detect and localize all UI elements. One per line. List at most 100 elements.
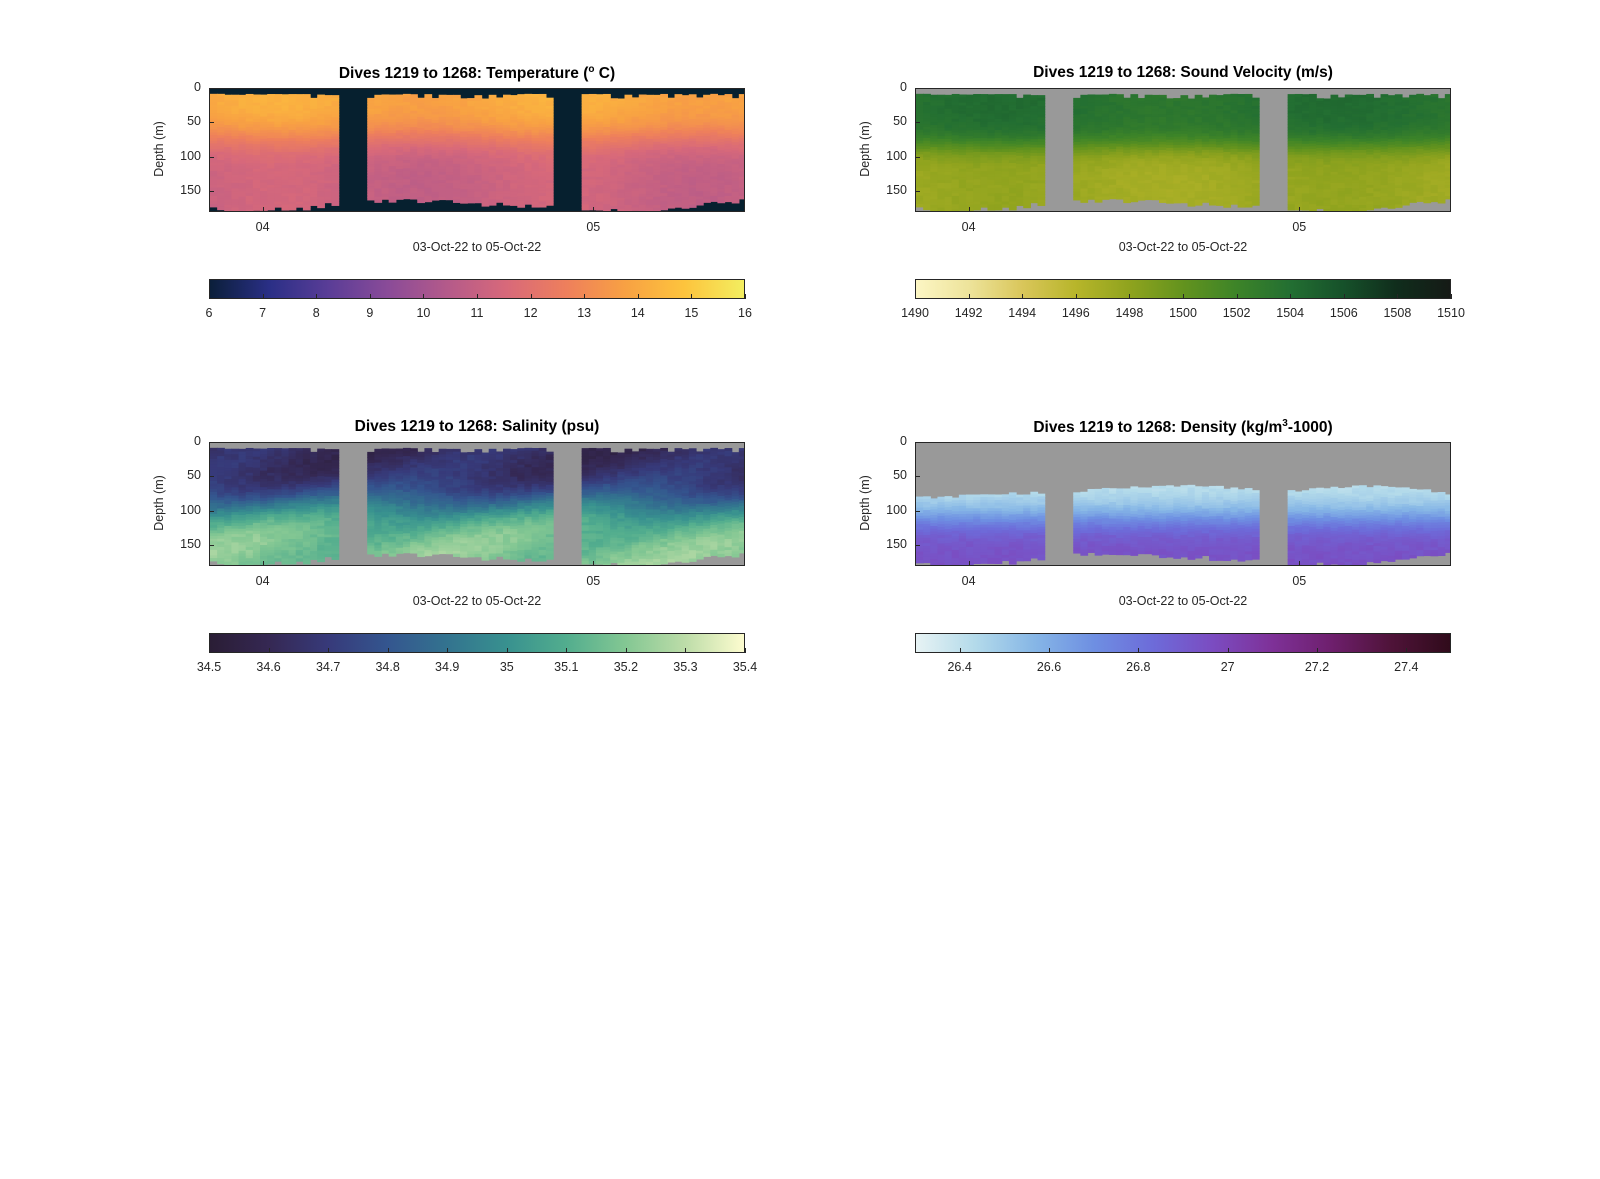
heatmap-cell [367,97,375,102]
heatmap-cell [503,136,511,140]
heatmap-cell [1194,127,1203,132]
heatmap-cell [944,100,953,104]
heatmap-cell [980,149,989,153]
heatmap-cell [1037,125,1046,129]
heatmap-cell [374,174,383,179]
heatmap-cell [703,94,711,99]
heatmap-cell [1330,158,1339,162]
heatmap-cell [495,144,504,148]
heatmap-cell [1008,160,1017,164]
heatmap-cell [1237,113,1246,117]
heatmap-cell [937,171,946,176]
heatmap-cell [937,174,946,178]
heatmap-cell [1201,108,1210,112]
heatmap-cell [217,118,225,122]
heatmap-cell [1123,183,1131,187]
heatmap-cell [1030,177,1039,182]
heatmap-cell [481,153,490,158]
heatmap-cell [1008,118,1017,123]
heatmap-cell [1294,204,1303,208]
heatmap-cell [1101,119,1110,123]
heatmap-cell [980,146,989,150]
heatmap-cell [681,175,690,179]
heatmap-cell [281,149,290,153]
heatmap-cell [1359,116,1367,121]
heatmap-cell [717,95,726,99]
heatmap-cell [1180,158,1189,162]
heatmap-cell [603,204,611,208]
heatmap-cell [1287,116,1296,120]
heatmap-cell [281,143,290,148]
heatmap-cell [1301,132,1310,137]
heatmap-cell [1209,171,1217,176]
heatmap-cell [581,105,590,109]
heatmap-cell [503,144,511,148]
heatmap-cell [987,201,996,206]
heatmap-cell [937,163,946,167]
heatmap-cell [267,193,275,197]
heatmap-cell [1237,110,1246,114]
heatmap-cell [417,172,425,176]
heatmap-cell [653,111,661,115]
heatmap-cell [531,129,540,134]
title-text: Dives 1219 to 1268: Sound Velocity (m/s) [1033,64,1333,81]
heatmap-cell [445,108,454,113]
heatmap-cell [724,190,733,194]
heatmap-cell [710,151,719,156]
heatmap-cell [267,121,275,125]
heatmap-cell [1080,111,1089,115]
heatmap-cell [973,187,981,192]
heatmap-cell [1209,133,1217,137]
heatmap-cell [1330,163,1339,167]
heatmap-cell [966,124,974,129]
heatmap-cell [581,99,590,103]
heatmap-cell [210,143,218,147]
heatmap-cell [1201,144,1210,148]
heatmap-cell [695,127,704,132]
heatmap-cell [1209,169,1217,173]
heatmap-cell [1337,119,1346,123]
heatmap-cell [467,164,476,168]
heatmap-cell [1030,103,1039,107]
heatmap-cell [510,177,518,182]
heatmap-cell [603,116,611,120]
heatmap-cell [474,136,483,140]
heatmap-cell [973,132,981,136]
heatmap-cell [238,130,247,135]
heatmap-cell [1023,94,1031,98]
heatmap-cell [274,171,283,175]
heatmap-cell [1230,182,1239,186]
heatmap-cell [681,139,690,143]
heatmap-cell [452,180,461,184]
heatmap-cell [510,169,518,173]
heatmap-cell [531,149,540,153]
heatmap-cell [724,118,733,123]
heatmap-cell [281,193,290,197]
heatmap-cell [395,188,404,192]
heatmap-cell [1173,155,1182,160]
heatmap-cell [288,162,297,167]
heatmap-cell [1216,125,1224,129]
heatmap-cell [231,171,240,176]
heatmap-cell [1201,158,1210,162]
heatmap-cell [688,110,697,115]
heatmap-cell [1073,139,1081,143]
heatmap-cell [1023,177,1031,181]
heatmap-cell [1316,158,1324,163]
heatmap-cell [710,115,719,120]
heatmap-cell [631,199,640,203]
heatmap-cell [245,118,254,123]
heatmap-cell [1130,118,1139,123]
heatmap-cell [381,190,390,195]
heatmap-cell [481,109,490,113]
heatmap-cell [445,174,454,179]
heatmap-cell [994,132,1003,136]
heatmap-cell [1223,193,1232,197]
heatmap-cell [1230,113,1239,117]
heatmap-cell [1087,127,1096,131]
heatmap-cell [617,181,626,185]
heatmap-cell [374,136,383,140]
heatmap-cell [688,113,697,117]
heatmap-cell [1130,124,1139,128]
heatmap-cell [667,169,676,173]
